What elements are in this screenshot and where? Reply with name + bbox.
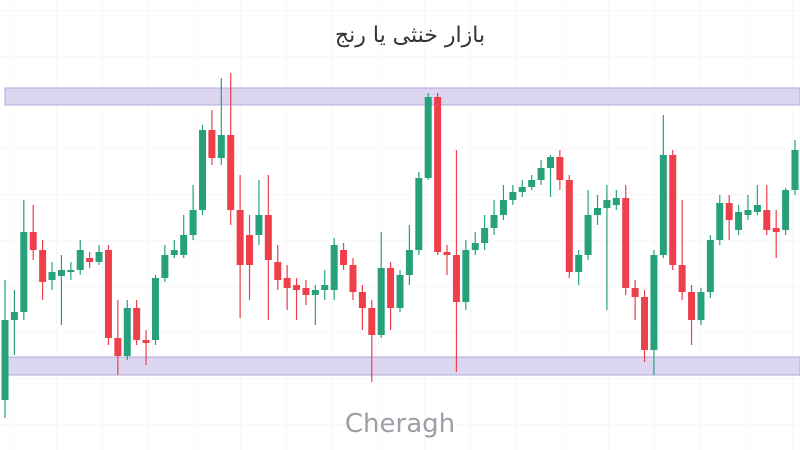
candle-body: [641, 297, 649, 350]
candle-body: [227, 135, 235, 210]
candle-body: [688, 292, 696, 320]
candle-body: [706, 240, 714, 292]
candle-body: [434, 97, 442, 252]
candle-body: [29, 232, 37, 250]
zones: [4, 87, 800, 376]
candle-body: [659, 155, 667, 255]
candle-body: [142, 340, 150, 343]
candle-body: [274, 262, 282, 280]
candle-body: [594, 208, 601, 215]
candle-body: [10, 312, 18, 320]
candle-body: [528, 180, 536, 187]
range-zone: [4, 356, 800, 376]
candle-body: [264, 215, 272, 260]
candle-body: [86, 258, 94, 262]
candle-body: [443, 252, 451, 255]
watermark: Cheragh: [345, 409, 455, 439]
candle-body: [565, 180, 573, 272]
candle-body: [151, 278, 159, 340]
candle-body: [405, 250, 413, 275]
candle-body: [678, 265, 686, 292]
candle-body: [753, 205, 761, 212]
candle-body: [424, 97, 432, 178]
candle-body: [631, 288, 639, 297]
candle-body: [490, 215, 498, 228]
candle-body: [76, 250, 84, 270]
candle-body: [537, 168, 545, 180]
candle-body: [622, 198, 630, 288]
candle-body: [67, 270, 75, 272]
candle-body: [462, 250, 470, 302]
candle-body: [546, 157, 554, 168]
candle-body: [650, 255, 658, 350]
candle-body: [716, 203, 724, 240]
range-zone: [4, 87, 800, 106]
candle-body: [518, 187, 526, 192]
candle-body: [725, 203, 733, 220]
candle-body: [415, 178, 423, 250]
candle-body: [499, 200, 507, 215]
candle-body: [199, 130, 206, 210]
candle-body: [170, 250, 178, 255]
candle-body: [330, 245, 338, 290]
candle-body: [217, 135, 225, 158]
candle-body: [20, 232, 28, 312]
candle-body: [471, 243, 479, 250]
candle-body: [396, 275, 404, 308]
candle-body: [340, 250, 348, 265]
candle-body: [481, 228, 489, 243]
candle-body: [1, 320, 9, 400]
candle-body: [95, 252, 103, 262]
candle-body: [246, 235, 254, 265]
candle-body: [161, 255, 169, 278]
candle-body: [744, 210, 752, 215]
candle-body: [368, 308, 376, 335]
candle-body: [358, 292, 366, 308]
candle-body: [387, 268, 395, 308]
candle-body: [321, 285, 329, 290]
candle-body: [349, 265, 357, 292]
candle-body: [189, 210, 197, 235]
candle-body: [311, 290, 319, 295]
candle-body: [39, 250, 47, 282]
candle-body: [180, 235, 188, 255]
candle-body: [255, 215, 263, 235]
candle-body: [293, 285, 301, 290]
chart-title: بازار خنثی یا رنج: [335, 23, 485, 48]
candle-body: [236, 210, 244, 265]
candle-body: [556, 157, 564, 180]
candle-body: [452, 255, 460, 302]
candle-body: [697, 292, 705, 320]
candle-body: [584, 215, 592, 255]
candle-body: [57, 270, 65, 276]
candle-body: [133, 308, 141, 340]
candle-body: [772, 228, 780, 232]
candle-body: [791, 150, 799, 190]
candle-body: [603, 200, 611, 208]
candle-body: [509, 192, 517, 200]
candle-body: [123, 308, 131, 356]
candle-body: [302, 288, 310, 295]
candle-body: [283, 278, 291, 288]
candle-body: [377, 268, 385, 335]
candle-body: [575, 255, 583, 272]
candle-body: [735, 212, 743, 230]
candle-body: [208, 130, 216, 158]
candle-body: [48, 272, 56, 280]
candle-body: [612, 198, 620, 205]
candle-body: [763, 210, 771, 230]
candle-body: [782, 190, 790, 230]
candle-body: [669, 155, 677, 265]
candle-body: [114, 338, 122, 356]
candle-body: [104, 250, 112, 338]
candles: [1, 73, 799, 418]
